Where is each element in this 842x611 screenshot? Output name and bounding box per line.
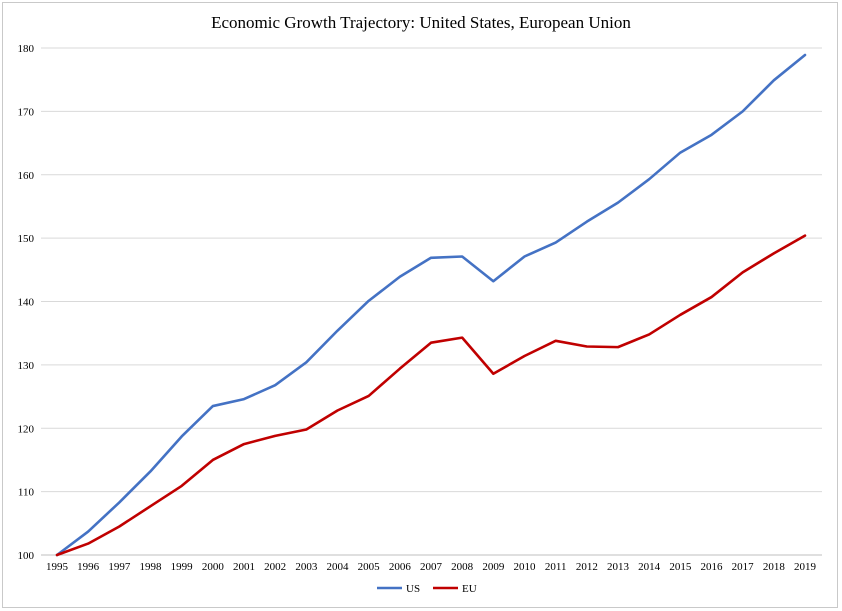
series-lines (55, 53, 807, 557)
gridlines (41, 47, 822, 556)
x-tick-label: 1996 (77, 561, 100, 573)
x-tick-label: 2017 (732, 561, 755, 573)
x-tick-label: 1999 (171, 561, 194, 573)
y-tick-label: 140 (18, 297, 35, 309)
legend-label-us: US (406, 583, 420, 595)
x-axis-tick-labels: 1995 1996 1997 1998 1999 2000 2001 2002 2003 2004… (46, 561, 817, 573)
x-tick-label: 2018 (763, 561, 786, 573)
y-tick-label: 110 (18, 487, 35, 499)
x-tick-label: 2016 (701, 561, 724, 573)
x-tick-label: 1998 (140, 561, 163, 573)
x-tick-label: 2001 (233, 561, 255, 573)
y-tick-label: 170 (18, 106, 35, 118)
series-line-eu (55, 234, 807, 557)
x-tick-label: 2010 (514, 561, 537, 573)
x-tick-label: 2004 (327, 561, 350, 573)
legend: US EU (377, 583, 477, 595)
x-tick-label: 2003 (295, 561, 318, 573)
x-tick-label: 2012 (576, 561, 598, 573)
y-axis-tick-labels: 100 110 120 130 140 150 160 170 180 (18, 43, 35, 562)
y-tick-label: 180 (18, 43, 35, 55)
y-tick-label: 160 (18, 170, 35, 182)
y-tick-label: 100 (18, 550, 35, 562)
x-tick-label: 2007 (420, 561, 443, 573)
x-tick-label: 1997 (108, 561, 131, 573)
x-tick-label: 2013 (607, 561, 630, 573)
x-tick-label: 2019 (794, 561, 817, 573)
x-tick-label: 1995 (46, 561, 69, 573)
y-tick-label: 150 (18, 233, 35, 245)
x-tick-label: 2015 (669, 561, 692, 573)
series-line-us (55, 53, 807, 557)
y-tick-label: 130 (18, 360, 35, 372)
y-tick-label: 120 (18, 423, 35, 435)
x-tick-label: 2006 (389, 561, 412, 573)
x-tick-label: 2011 (545, 561, 567, 573)
x-tick-label: 2002 (264, 561, 286, 573)
x-tick-label: 2008 (451, 561, 474, 573)
x-tick-label: 2009 (482, 561, 505, 573)
x-tick-label: 2014 (638, 561, 661, 573)
legend-label-eu: EU (462, 583, 477, 595)
x-tick-label: 2000 (202, 561, 225, 573)
x-tick-label: 2005 (358, 561, 381, 573)
chart-title: Economic Growth Trajectory: United State… (211, 13, 631, 32)
